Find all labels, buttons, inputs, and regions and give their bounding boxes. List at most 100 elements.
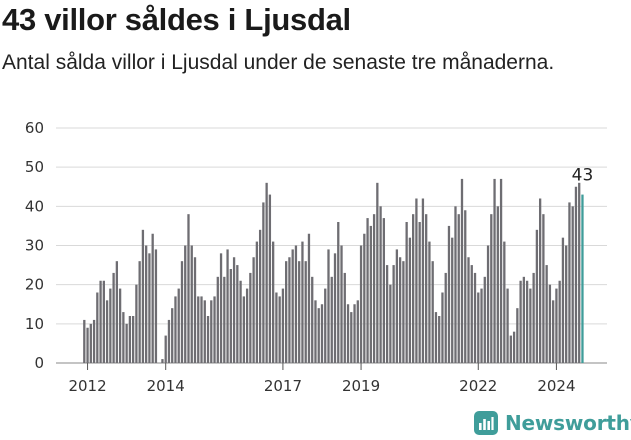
- bar: [441, 292, 444, 363]
- bar: [131, 316, 135, 363]
- bar: [578, 182, 581, 363]
- x-tick-label: 2024: [537, 377, 575, 395]
- bar: [275, 292, 278, 363]
- bar: [477, 292, 480, 363]
- bar: [206, 316, 210, 363]
- bar: [343, 272, 346, 363]
- bar: [112, 272, 115, 363]
- x-tick-label: 2022: [459, 377, 497, 395]
- bar: [197, 296, 200, 363]
- bar: [366, 218, 369, 363]
- bar: [379, 206, 382, 363]
- bar: [552, 300, 555, 363]
- bar: [115, 261, 119, 363]
- bar: [232, 257, 236, 363]
- bar: [412, 214, 415, 363]
- bar: [519, 280, 522, 363]
- bar: [301, 241, 304, 363]
- bar: [421, 198, 425, 363]
- bar: [268, 194, 272, 363]
- bar: [444, 272, 447, 363]
- bar: [109, 288, 112, 363]
- bar: [542, 214, 545, 363]
- bar: [522, 276, 526, 363]
- bar: [210, 300, 213, 363]
- bar: [223, 276, 226, 363]
- bar: [525, 280, 529, 363]
- bar: [499, 178, 503, 363]
- bar: [470, 265, 473, 363]
- bar: [356, 300, 359, 363]
- bar: [529, 288, 532, 363]
- bar: [568, 202, 571, 363]
- bar: [473, 272, 477, 363]
- bar: [535, 229, 539, 363]
- bar: [451, 237, 454, 363]
- bar: [428, 241, 431, 363]
- bar: [425, 214, 428, 363]
- bar: [389, 284, 392, 363]
- y-tick-label: 40: [25, 197, 44, 215]
- bar: [187, 214, 190, 363]
- bar: [359, 245, 363, 363]
- bar: [330, 276, 333, 363]
- x-tick-label: 2014: [147, 377, 185, 395]
- bar: [483, 276, 486, 363]
- bar: [258, 229, 262, 363]
- annotation: 43: [572, 166, 594, 186]
- bar: [333, 253, 337, 363]
- bar: [337, 222, 340, 363]
- bar: [408, 237, 412, 363]
- y-tick-label: 30: [25, 237, 44, 255]
- y-tick-label: 0: [34, 354, 44, 372]
- bar: [538, 198, 542, 363]
- bar: [350, 312, 353, 363]
- bar: [561, 237, 565, 363]
- bar: [281, 288, 285, 363]
- newsworthy-logo-icon: [474, 411, 498, 435]
- x-tick-label: 2019: [342, 377, 380, 395]
- bar: [402, 261, 405, 363]
- bar: [434, 312, 438, 363]
- bar: [447, 225, 451, 363]
- bar: [532, 272, 535, 363]
- bar: [490, 214, 493, 363]
- bar: [314, 300, 317, 363]
- bar: [363, 233, 366, 363]
- bar: [395, 249, 399, 363]
- y-tick-label: 50: [25, 158, 44, 176]
- bar: [457, 214, 460, 363]
- bar: [213, 296, 216, 363]
- bar: [271, 241, 275, 363]
- bar: [200, 296, 203, 363]
- brand-name: Newsworthy: [505, 411, 631, 435]
- bar: [320, 304, 324, 363]
- bar: [307, 233, 311, 363]
- bar: [294, 245, 298, 363]
- bar: [392, 265, 395, 363]
- bar: [574, 186, 578, 363]
- y-tick-label: 20: [25, 276, 44, 294]
- bar: [558, 280, 561, 363]
- bar: [86, 327, 89, 363]
- bar: [324, 288, 327, 363]
- brand-logo: Newsworthy: [474, 406, 631, 440]
- bar: [288, 257, 291, 363]
- bar: [167, 319, 171, 363]
- bar: [145, 245, 148, 363]
- bar: [190, 245, 193, 363]
- bar: [278, 296, 281, 363]
- bar: [353, 304, 356, 363]
- bar: [431, 261, 434, 363]
- bar: [327, 249, 330, 363]
- bar: [154, 249, 158, 363]
- bar: [464, 210, 467, 363]
- bar: [565, 245, 568, 363]
- y-tick-label: 10: [25, 315, 44, 333]
- bar: [138, 261, 141, 363]
- bar: [382, 218, 386, 363]
- chart-subtitle: Antal sålda villor i Ljusdal under de se…: [2, 51, 555, 74]
- bar: [454, 206, 457, 363]
- bar: [545, 265, 548, 363]
- bar: [96, 292, 99, 363]
